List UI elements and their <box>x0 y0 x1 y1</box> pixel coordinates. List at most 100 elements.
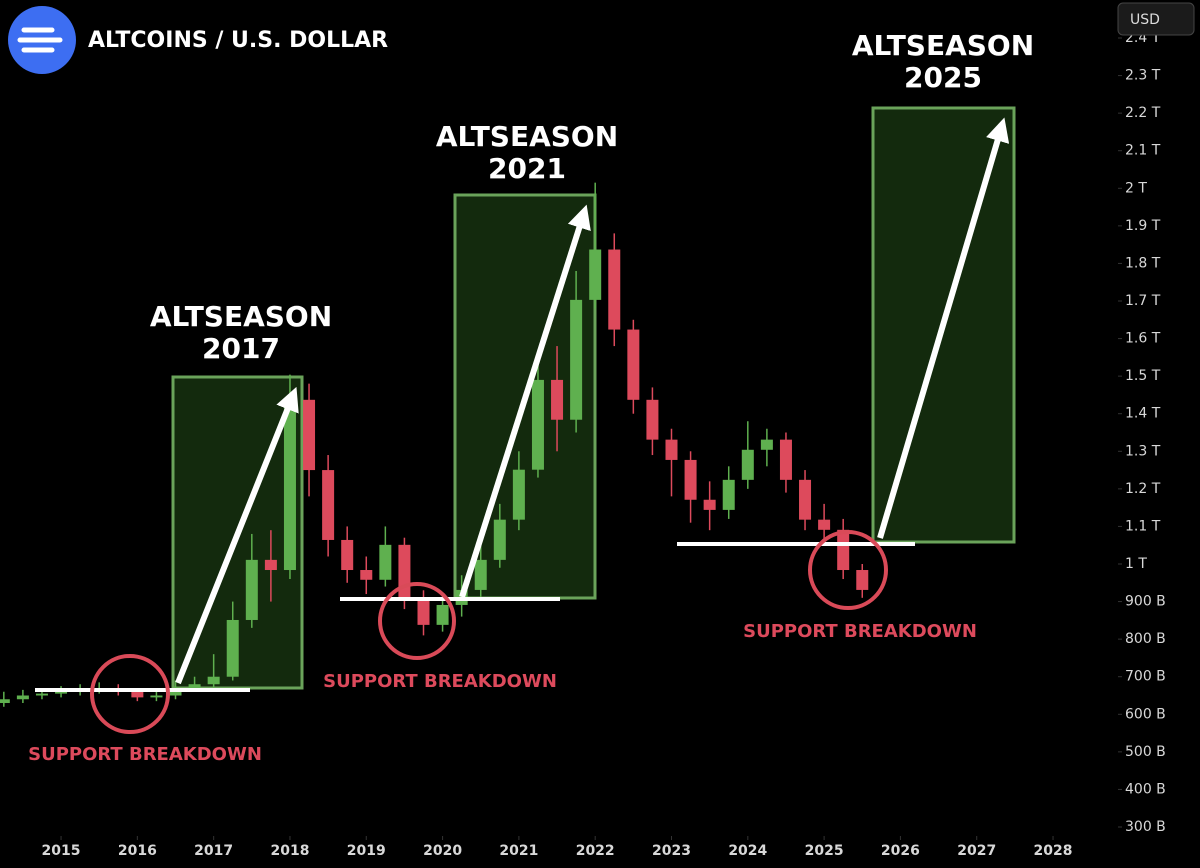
x-tick-label: 2015 <box>42 843 81 859</box>
candle-body <box>322 470 335 540</box>
candle-body <box>779 439 792 480</box>
y-tick-label: 1.5 T <box>1125 368 1161 384</box>
x-tick-label: 2016 <box>118 843 157 859</box>
candle-body <box>436 604 449 625</box>
x-tick-label: 2019 <box>347 843 386 859</box>
y-tick-label: 2.2 T <box>1125 105 1161 121</box>
x-tick-label: 2023 <box>652 843 691 859</box>
candle-body <box>799 479 812 520</box>
logo-icon <box>17 27 63 53</box>
annotation: 2025 <box>904 61 982 94</box>
candle-body <box>512 469 525 520</box>
currency-button-bg[interactable] <box>1117 2 1195 36</box>
breakdown-circle <box>808 530 888 610</box>
y-tick-label: 2.3 T <box>1125 68 1161 84</box>
x-tick-label: 2025 <box>805 843 844 859</box>
candle-body <box>531 379 544 470</box>
header: ALTCOINS / U.S. DOLLAR <box>8 6 388 74</box>
y-tick-label: 400 B <box>1125 781 1166 797</box>
candle-body <box>665 439 678 460</box>
y-tick-label: 500 B <box>1125 744 1166 760</box>
y-tick-label: 800 B <box>1125 631 1166 647</box>
x-tick-label: 2027 <box>957 843 996 859</box>
chart-title: ALTCOINS / U.S. DOLLAR <box>88 28 388 53</box>
candle-body <box>551 379 564 420</box>
y-tick-label: 1.2 T <box>1125 481 1161 497</box>
x-tick-label: 2021 <box>499 843 538 859</box>
candle-body <box>722 479 735 510</box>
candle-body <box>283 399 296 571</box>
candle-body <box>417 599 430 625</box>
y-tick-label: 1.6 T <box>1125 331 1161 347</box>
y-tick-label: 900 B <box>1125 594 1166 610</box>
candle-body <box>570 299 583 420</box>
y-tick-label: 700 B <box>1125 669 1166 685</box>
candle-body <box>493 519 506 560</box>
annotation: ALTSEASON <box>150 300 332 333</box>
annotation: SUPPORT BREAKDOWN <box>323 671 557 692</box>
y-tick-label: 1.4 T <box>1125 406 1161 422</box>
arrow <box>877 117 1010 539</box>
currency-label[interactable]: USD <box>1130 12 1160 28</box>
x-tick-label: 2017 <box>194 843 233 859</box>
candle-body <box>150 695 163 698</box>
x-tick-label: 2024 <box>728 843 767 859</box>
x-tick-label: 2026 <box>881 843 920 859</box>
candle-body <box>16 695 29 700</box>
y-tick-label: 300 B <box>1125 819 1166 835</box>
x-tick-label: 2022 <box>576 843 615 859</box>
candle-body <box>741 449 754 480</box>
candles <box>0 182 869 707</box>
candle-body <box>188 684 201 688</box>
candle-body <box>760 439 773 450</box>
candle-body <box>684 459 697 500</box>
x-tick-label: 2020 <box>423 843 462 859</box>
y-tick-label: 1.1 T <box>1125 518 1161 534</box>
annotation: ALTSEASON <box>436 120 618 153</box>
arrow <box>175 386 299 685</box>
candle-body <box>856 570 869 590</box>
y-tick-label: 1.9 T <box>1125 218 1161 234</box>
candle-body <box>837 529 850 571</box>
candle-body <box>589 249 602 300</box>
annotation: 2021 <box>488 152 566 185</box>
annotation: SUPPORT BREAKDOWN <box>743 621 977 642</box>
currency-button[interactable]: USD <box>1117 2 1195 36</box>
candle-body <box>646 399 659 440</box>
candle-body <box>207 676 220 685</box>
breakdown-circle <box>90 654 170 734</box>
candle-body <box>35 693 48 696</box>
candle-body <box>303 399 316 471</box>
annotation: SUPPORT BREAKDOWN <box>28 744 262 765</box>
x-tick-label: 2028 <box>1034 843 1073 859</box>
axes: 300 B 400 B 500 B 600 B 700 B 800 B 900 B 1 T 1.… <box>42 30 1166 859</box>
y-tick-label: 1 T <box>1125 556 1147 572</box>
y-tick-label: 2 T <box>1125 180 1147 196</box>
candle-body <box>379 544 392 580</box>
candle-body <box>55 691 68 694</box>
candle-body <box>341 539 354 571</box>
candle-body <box>627 329 640 400</box>
overlays: ALTSEASON 2017 ALTSEASON 2021 ALTSEASON … <box>28 29 1034 765</box>
y-tick-label: 1.7 T <box>1125 293 1161 309</box>
candle-body <box>360 570 373 580</box>
candle-body <box>264 559 277 571</box>
arrow <box>459 204 591 598</box>
candle-body <box>131 691 144 698</box>
candle-body <box>608 249 621 330</box>
y-tick-label: 2.1 T <box>1125 143 1161 159</box>
x-tick-label: 2018 <box>270 843 309 859</box>
candle-body <box>245 559 258 620</box>
candle-body <box>398 544 411 600</box>
y-tick-label: 600 B <box>1125 706 1166 722</box>
candle-body <box>818 519 831 530</box>
y-tick-label: 1.3 T <box>1125 443 1161 459</box>
candle-body <box>474 559 487 590</box>
highlight-boxes <box>171 106 1016 690</box>
annotation: ALTSEASON <box>852 29 1034 62</box>
candle-body <box>703 499 716 510</box>
annotation: 2017 <box>202 332 280 365</box>
y-tick-label: 1.8 T <box>1125 255 1161 271</box>
